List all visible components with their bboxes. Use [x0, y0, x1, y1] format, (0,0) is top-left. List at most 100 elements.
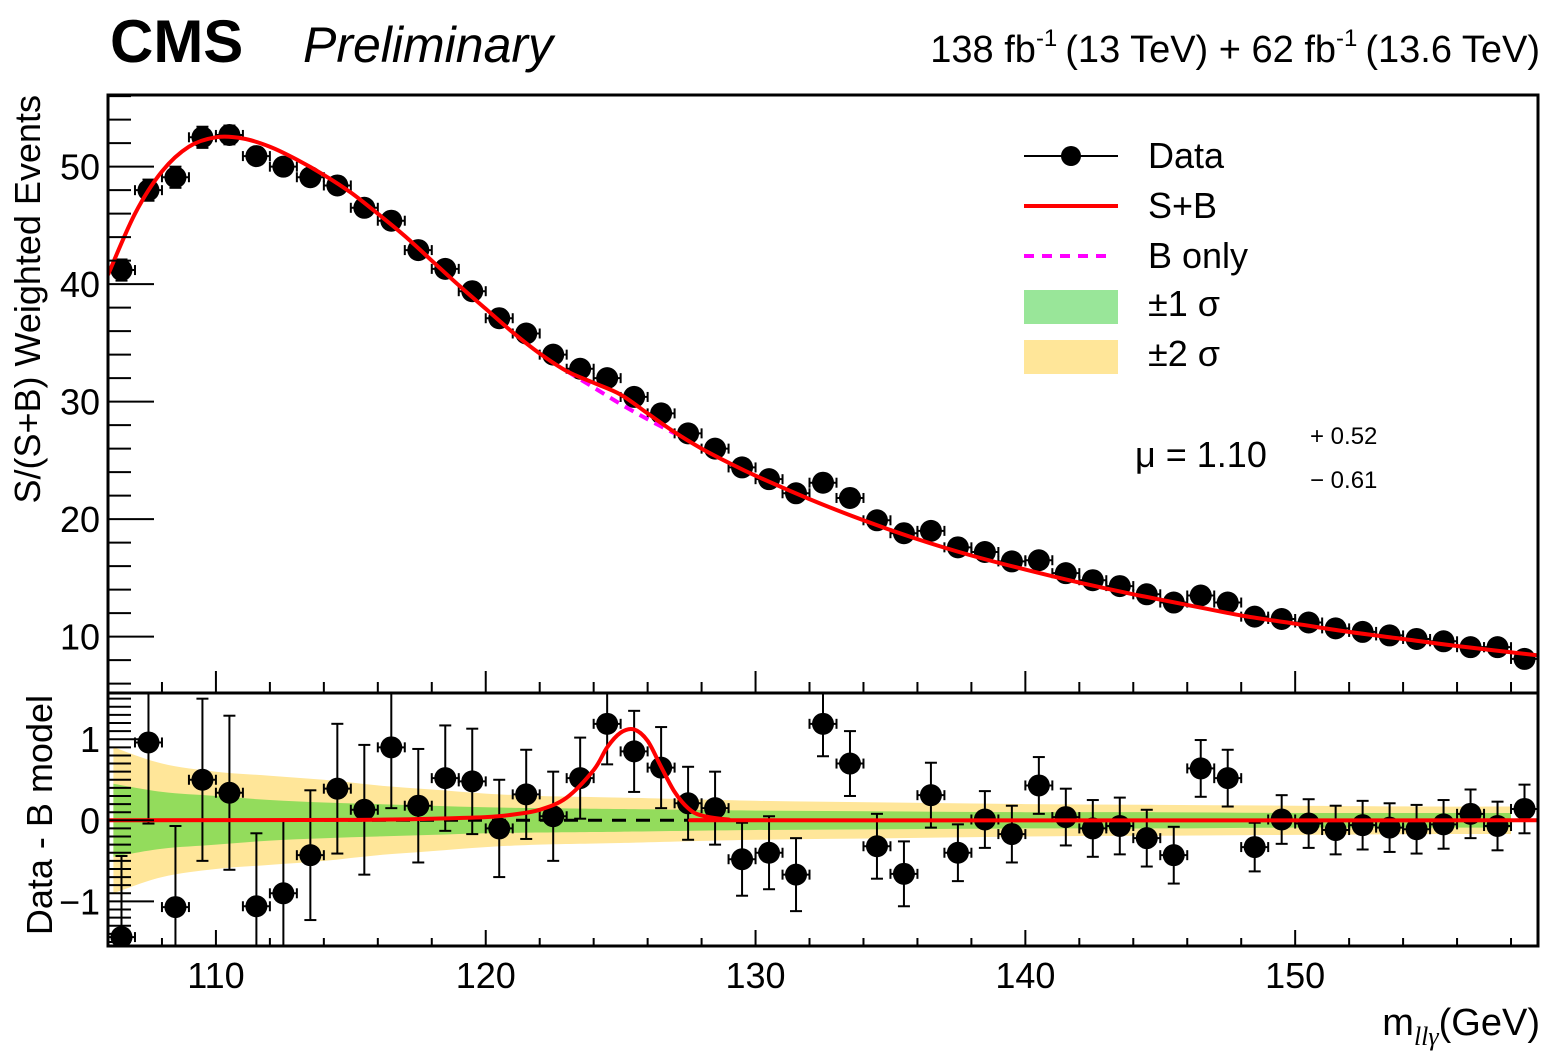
upper-y-axis: 10 20 30 40 50: [60, 95, 154, 685]
lower-pad: −1 0 1 110 120 130 140 150: [59, 691, 1540, 996]
data-point: [565, 736, 595, 820]
b-only-curve: [565, 369, 676, 436]
data-point: [835, 486, 865, 509]
data-marker: [1297, 611, 1320, 634]
y-tick-label: 1: [80, 719, 100, 760]
lower-y-axis: −1 0 1: [59, 697, 154, 943]
data-point: [1240, 821, 1270, 873]
data-point: [376, 209, 406, 232]
data-point: [619, 709, 649, 793]
mu-annotation: μ = 1.10 + 0.52 − 0.61: [1135, 423, 1377, 494]
data-point: [241, 832, 271, 946]
lower-y-axis-title: Data - B model: [19, 695, 60, 935]
data-marker: [218, 781, 241, 804]
data-marker: [1351, 814, 1374, 837]
data-marker: [677, 792, 700, 815]
data-point: [538, 770, 568, 862]
data-marker: [1432, 630, 1455, 653]
data-marker: [1513, 797, 1536, 820]
data-marker: [731, 848, 754, 871]
legend-item-bonly: B only: [1024, 235, 1248, 276]
data-point: [403, 747, 433, 864]
data-point: [484, 778, 514, 879]
data-marker: [542, 805, 565, 828]
legend-label-1sigma: ±1 σ: [1148, 283, 1220, 324]
data-marker: [1189, 584, 1212, 607]
data-marker: [785, 863, 808, 886]
data-marker: [812, 712, 834, 735]
y-tick-label: −1: [59, 881, 100, 922]
data-point: [808, 693, 838, 758]
data-marker: [1216, 591, 1239, 614]
svg-text:138 fb-1(13 TeV) + 62 fb-1(13.: 138 fb-1 (13 TeV) + 62 fb-1 (13.6 TeV): [930, 25, 1540, 71]
data-marker: [434, 257, 457, 280]
data-marker: [1027, 774, 1050, 797]
data-marker: [704, 797, 727, 820]
data-point: [160, 824, 190, 946]
data-marker: [137, 731, 160, 754]
data-point: [133, 693, 163, 825]
upper-x-axis: [107, 671, 1513, 693]
legend-label-2sigma: ±2 σ: [1148, 333, 1220, 374]
data-marker: [1027, 549, 1050, 572]
legend-item-2sigma: ±2 σ: [1024, 333, 1220, 374]
data-point: [430, 257, 460, 280]
data-marker: [1297, 812, 1320, 835]
data-marker: [623, 740, 646, 763]
lower-plot-area: [108, 693, 1538, 946]
data-point: [1186, 739, 1216, 798]
data-marker: [245, 145, 268, 168]
x-tick-label: 130: [726, 955, 786, 996]
data-marker: [353, 798, 376, 821]
data-marker: [1243, 836, 1266, 859]
data-marker: [1162, 844, 1185, 867]
data-point: [700, 770, 730, 846]
y-tick-label: 20: [60, 499, 100, 540]
mu-down-error: − 0.61: [1310, 467, 1377, 494]
data-point: [1510, 783, 1538, 835]
data-point: [1051, 787, 1081, 847]
data-marker: [164, 166, 187, 189]
y-tick-label: 10: [60, 617, 100, 658]
legend-label-sb: S+B: [1148, 185, 1217, 226]
data-marker: [299, 844, 322, 867]
data-point: [1024, 756, 1054, 815]
upper-pad: 10 20 30 40 50: [60, 93, 1540, 695]
data-marker: [1324, 819, 1347, 842]
data-marker: [623, 385, 646, 408]
upper-y-axis-title: S/(S+B) Weighted Events: [7, 95, 48, 504]
data-marker: [461, 770, 484, 793]
data-point: [808, 471, 838, 494]
data-marker: [1405, 818, 1428, 841]
data-marker: [407, 794, 430, 817]
data-point: [1213, 591, 1243, 614]
data-marker: [596, 367, 619, 390]
x-axis-title: mllγ(GeV): [1382, 1002, 1540, 1051]
data-marker: [245, 895, 268, 918]
data-marker: [515, 783, 538, 806]
data-marker: [892, 862, 915, 885]
data-marker: [1054, 806, 1077, 829]
legend-label-bonly: B only: [1148, 235, 1248, 276]
data-marker: [272, 882, 295, 905]
y-tick-label: 50: [60, 147, 100, 188]
data-marker: [865, 835, 888, 858]
data-marker: [1000, 823, 1023, 846]
data-point: [727, 821, 757, 897]
data-point: [916, 761, 946, 829]
mu-value: μ = 1.10: [1135, 434, 1267, 475]
lumi-1-exp: -1: [1036, 25, 1057, 52]
data-marker: [272, 155, 295, 178]
data-point: [511, 748, 541, 840]
upper-plot-area: [108, 123, 1538, 670]
data-point: [1294, 798, 1324, 849]
legend-item-1sigma: ±1 σ: [1024, 283, 1220, 324]
data-marker: [434, 767, 457, 790]
data-point: [1483, 636, 1513, 659]
data-marker: [838, 752, 861, 775]
data-marker: [110, 259, 133, 282]
data-marker: [488, 817, 511, 840]
data-point: [349, 743, 379, 876]
upper-frame: [106, 93, 1540, 695]
data-marker: [1216, 767, 1239, 790]
